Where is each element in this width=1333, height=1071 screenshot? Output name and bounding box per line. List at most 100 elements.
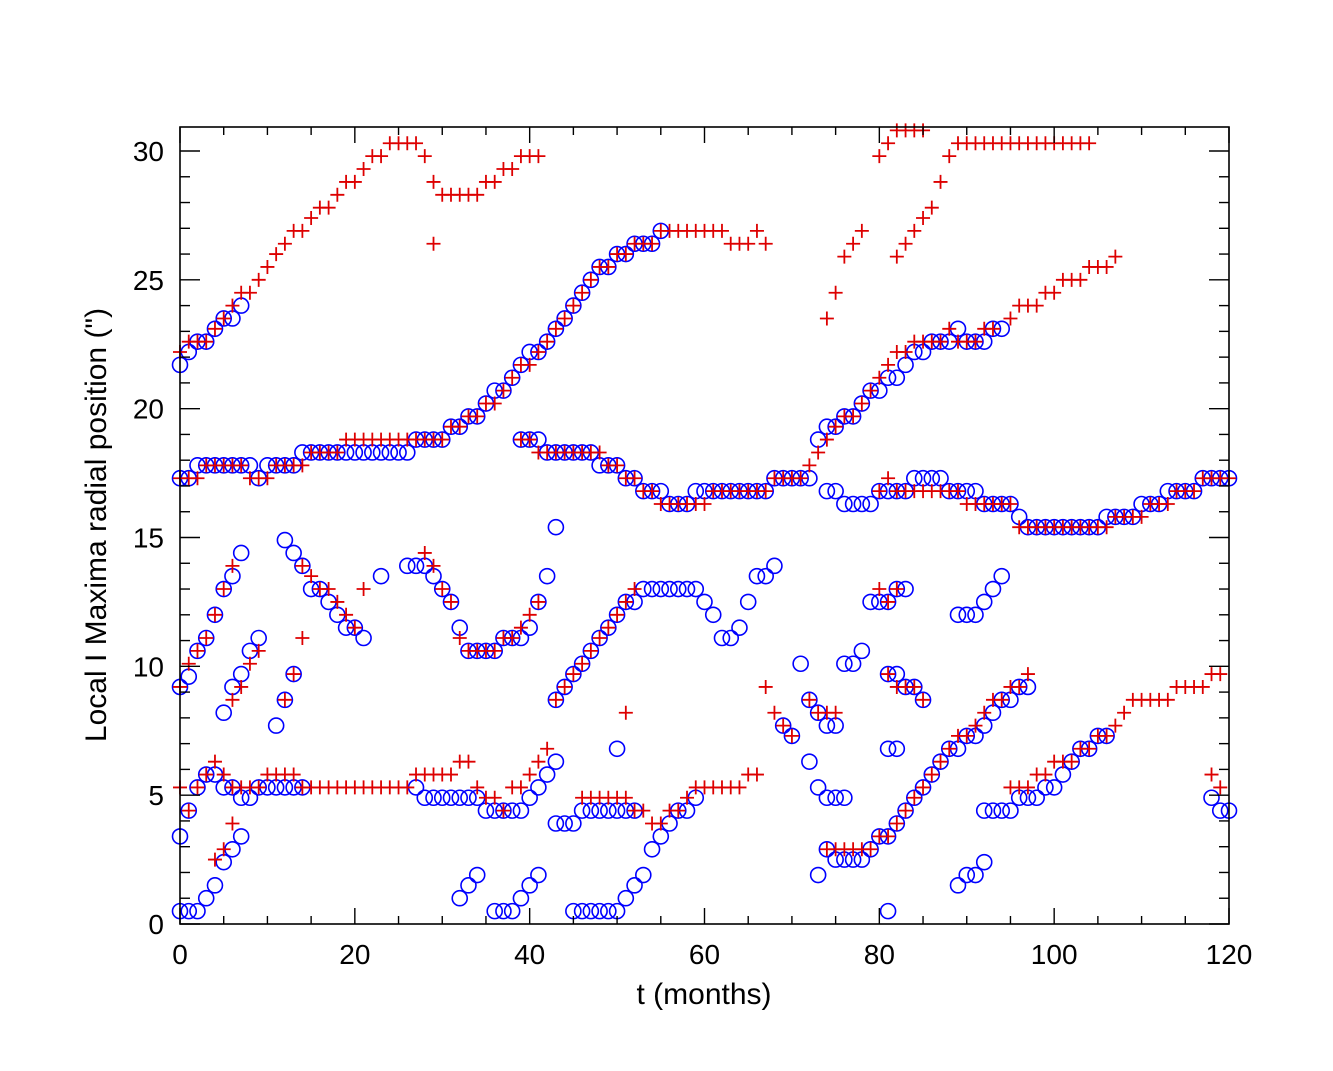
data-point-circle — [521, 789, 538, 807]
data-point-circle — [495, 382, 512, 399]
data-point-plus — [207, 754, 222, 769]
data-point-plus — [1073, 272, 1088, 287]
data-point-plus — [295, 630, 310, 645]
data-point-plus — [1213, 667, 1228, 682]
data-point-circle — [809, 866, 827, 884]
y-tick-label: 5 — [148, 780, 164, 811]
data-point-plus — [985, 321, 1000, 336]
data-point-circle — [180, 902, 198, 920]
data-point-circle — [547, 815, 565, 832]
data-point-plus — [199, 767, 214, 782]
data-point-circle — [556, 678, 573, 696]
data-point-circle — [905, 789, 923, 807]
data-point-plus — [1187, 484, 1202, 499]
data-point-plus — [557, 311, 572, 326]
data-point-plus — [190, 643, 205, 658]
data-point-plus — [347, 174, 362, 189]
data-point-plus — [548, 321, 563, 336]
data-point-plus — [828, 419, 843, 434]
data-point-plus — [426, 236, 441, 251]
data-point-circle — [949, 877, 967, 894]
data-point-circle — [1211, 802, 1229, 819]
data-point-circle — [468, 866, 486, 884]
data-point-circle — [879, 593, 897, 611]
data-point-plus — [190, 471, 205, 486]
data-point-plus — [994, 692, 1009, 707]
data-point-circle — [591, 629, 608, 647]
data-point-plus — [898, 344, 913, 359]
data-point-circle — [206, 877, 224, 894]
data-point-plus — [610, 607, 625, 622]
data-point-plus — [286, 667, 301, 682]
data-point-plus — [575, 656, 590, 671]
data-point-circle — [538, 333, 556, 350]
data-point-circle — [495, 902, 512, 920]
data-point-circle — [565, 665, 582, 683]
data-point-plus — [767, 705, 782, 720]
data-point-plus — [758, 679, 773, 694]
data-point-circle — [591, 902, 608, 920]
data-point-plus — [295, 223, 310, 238]
data-point-plus — [881, 357, 896, 372]
data-point-plus — [1020, 780, 1035, 795]
data-point-plus — [933, 334, 948, 349]
y-axis-title: Local I Maxima radial position (") — [80, 308, 113, 742]
y-tick-label: 30 — [133, 136, 164, 167]
data-point-circle — [285, 544, 302, 562]
data-point-plus — [426, 558, 441, 573]
data-point-plus — [889, 582, 904, 597]
data-point-circle — [958, 866, 976, 884]
data-point-plus — [951, 484, 966, 499]
data-point-circle — [879, 902, 897, 920]
data-point-circle — [591, 802, 608, 819]
data-point-circle — [748, 567, 766, 585]
data-point-circle — [556, 310, 573, 327]
data-point-plus — [181, 656, 196, 671]
data-point-plus — [304, 210, 319, 225]
data-point-circle — [888, 369, 906, 387]
data-point-plus — [819, 432, 834, 447]
data-point-circle — [608, 606, 626, 624]
data-point-plus — [225, 816, 240, 831]
data-point-circle — [853, 495, 871, 513]
data-point-plus — [443, 594, 458, 609]
data-point-circle — [967, 606, 984, 624]
data-point-circle — [460, 877, 477, 894]
data-point-circle — [967, 482, 984, 500]
data-point-circle — [958, 606, 976, 624]
data-point-plus — [251, 272, 266, 287]
data-point-plus — [811, 445, 826, 460]
data-point-circle — [923, 766, 941, 783]
data-point-plus — [898, 803, 913, 818]
data-point-plus — [776, 718, 791, 733]
data-point-circle — [600, 902, 617, 920]
data-point-plus — [828, 705, 843, 720]
data-point-plus — [225, 298, 240, 313]
data-point-circle — [521, 877, 538, 894]
data-point-plus — [907, 679, 922, 694]
data-point-plus — [417, 149, 432, 164]
data-point-plus — [924, 767, 939, 782]
data-point-plus — [470, 409, 485, 424]
data-point-circle — [975, 593, 993, 611]
data-point-plus — [741, 236, 756, 251]
data-point-plus — [793, 471, 808, 486]
data-point-plus — [566, 667, 581, 682]
data-point-circle — [573, 902, 591, 920]
data-point-plus — [749, 223, 764, 238]
data-point-circle — [565, 297, 582, 314]
data-point-circle — [1002, 802, 1019, 819]
data-point-plus — [339, 607, 354, 622]
data-point-plus — [802, 458, 817, 473]
axis-tick-labels: 0 20 40 60 80 100 120 0 5 10 15 20 25 30 — [133, 136, 1253, 970]
data-point-circle — [827, 418, 844, 436]
data-point-plus — [916, 780, 931, 795]
data-point-circle — [731, 619, 748, 636]
data-point-circle — [836, 789, 853, 807]
data-point-plus — [522, 432, 537, 447]
data-point-plus — [618, 705, 633, 720]
data-point-plus — [1213, 780, 1228, 795]
data-point-plus — [968, 334, 983, 349]
data-point-circle — [687, 580, 705, 598]
